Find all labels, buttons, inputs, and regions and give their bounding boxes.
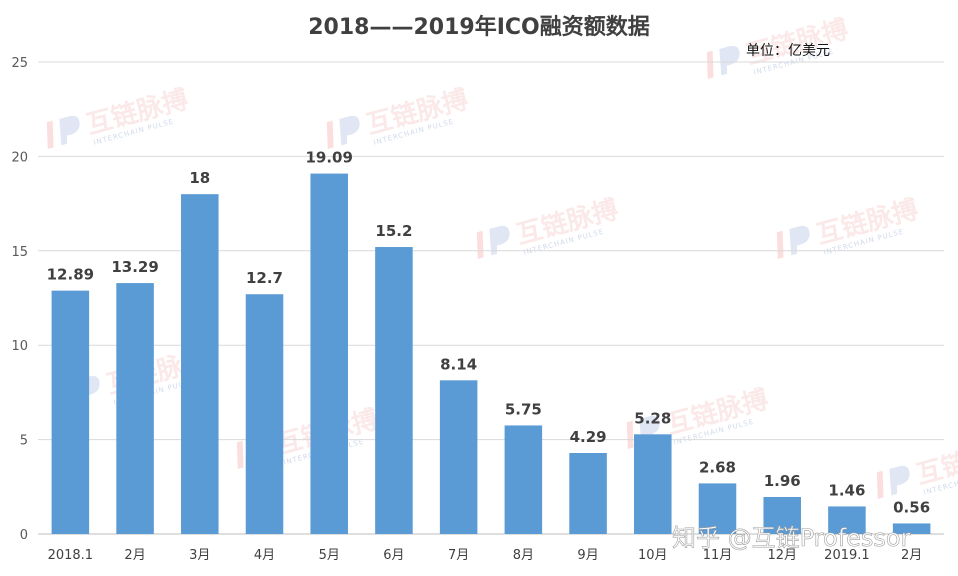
watermark-mark-icon: [326, 120, 334, 149]
data-labels: 12.89 13.29 18 12.7 19.09 15.2 8.14 5.75 4.29 5.2…: [47, 149, 931, 517]
data-label: 5.28: [634, 409, 671, 427]
x-tick-label: 2018.1: [48, 548, 94, 563]
watermark-mark-icon: [719, 45, 740, 76]
watermark-mark-icon: [489, 225, 510, 256]
data-label: 4.29: [570, 428, 607, 446]
bar: [698, 483, 737, 534]
y-tick-label: 0: [20, 528, 28, 543]
bar: [439, 380, 478, 534]
x-tick-label: 5月: [319, 548, 340, 563]
credit-watermark: 知乎 @互链Professor: [672, 524, 911, 552]
x-tick-label: 4月: [254, 548, 275, 563]
data-label: 13.29: [111, 258, 158, 276]
x-tick-label: 3月: [189, 548, 210, 563]
watermark-mark-icon: [59, 115, 80, 146]
data-label: 8.14: [440, 355, 477, 373]
watermark-mark-icon: [706, 50, 714, 79]
watermark-mark-icon: [889, 465, 910, 496]
x-tick-label: 2月: [124, 548, 145, 563]
watermark-mark-icon: [476, 230, 484, 259]
y-tick-label: 25: [11, 56, 28, 71]
bar: [51, 290, 90, 534]
y-tick-label: 20: [11, 150, 28, 165]
y-tick-label: 5: [20, 434, 28, 449]
watermark-mark-icon: [46, 120, 54, 149]
y-axis-ticks: 0 5 10 15 20 25: [11, 56, 28, 543]
watermark-mark-icon: [776, 230, 784, 259]
data-label: 12.89: [47, 266, 94, 284]
bar: [375, 247, 413, 535]
x-tick-label: 6月: [383, 548, 404, 563]
data-label: 1.46: [828, 481, 865, 499]
x-tick-label: 11月: [703, 548, 733, 563]
watermark-mark-icon: [339, 115, 360, 146]
x-tick-label: 10月: [638, 548, 668, 563]
bar: [310, 173, 348, 534]
data-label: 2.68: [699, 458, 736, 476]
y-tick-label: 15: [11, 245, 28, 260]
x-tick-label: 9月: [577, 548, 598, 563]
data-label: 18: [189, 169, 210, 187]
watermark-mark-icon: [626, 420, 634, 449]
data-label: 12.7: [246, 269, 283, 287]
y-tick-label: 10: [11, 339, 28, 354]
data-label: 15.2: [375, 222, 412, 240]
x-tick-label: 7月: [448, 548, 469, 563]
bar: [181, 194, 219, 534]
x-tick-label: 12月: [767, 548, 797, 563]
bar: [504, 425, 543, 534]
data-label: 5.75: [505, 400, 542, 418]
gridlines: [38, 61, 944, 535]
watermark-mark-icon: [789, 225, 810, 256]
unit-label: 单位：亿美元: [746, 43, 830, 59]
bar: [763, 496, 801, 534]
x-axis-ticks: 2018.1 2月 3月 4月 5月 6月 7月 8月 9月 10月 11月 12月 2019.1 2月: [48, 548, 923, 563]
x-tick-label: 8月: [513, 548, 534, 563]
bar: [245, 294, 284, 534]
data-label: 19.09: [305, 149, 352, 167]
bar: [116, 283, 154, 534]
bar: [892, 523, 931, 534]
bar: [569, 453, 607, 534]
data-label: 1.96: [764, 472, 801, 490]
watermark-mark-icon: [236, 440, 244, 469]
x-tick-label: 2月: [901, 548, 922, 563]
data-label: 0.56: [893, 498, 930, 516]
chart-title: 2018——2019年ICO融资额数据: [308, 14, 650, 40]
bar: [634, 434, 672, 534]
bars: [51, 173, 931, 535]
x-tick-label: 2019.1: [824, 548, 870, 563]
bar: [828, 506, 866, 534]
watermark-mark-icon: [876, 470, 884, 499]
